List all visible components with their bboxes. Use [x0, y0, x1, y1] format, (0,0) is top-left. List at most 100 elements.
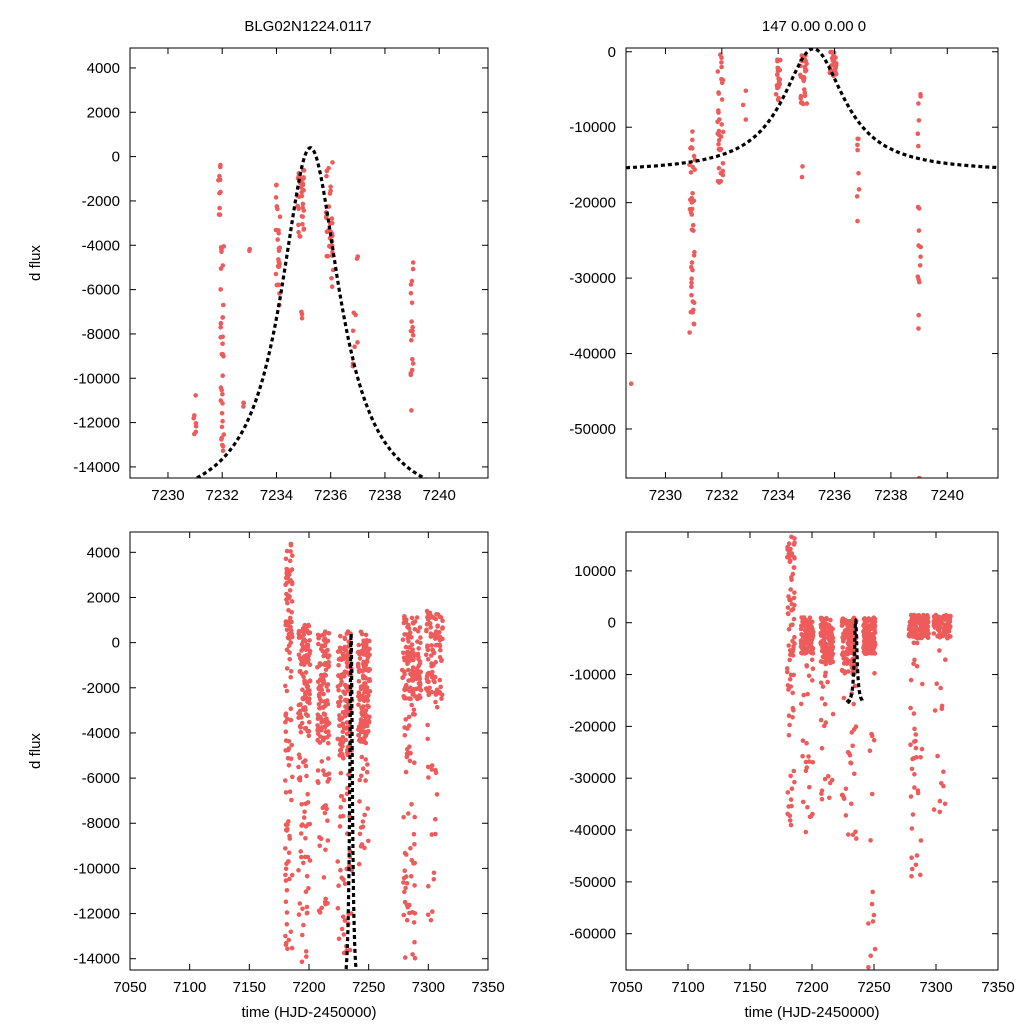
data-point: [819, 788, 825, 793]
data-point: [414, 666, 420, 671]
data-point: [948, 634, 953, 639]
data-point: [863, 622, 868, 627]
data-points: [283, 541, 445, 965]
data-point: [402, 725, 407, 730]
data-point: [865, 627, 871, 632]
data-point: [403, 717, 409, 722]
data-point: [841, 794, 846, 800]
data-point: [298, 729, 304, 735]
data-point: [786, 713, 792, 718]
data-point: [341, 756, 346, 761]
data-point: [825, 624, 831, 630]
data-point: [217, 190, 222, 196]
model-curve: [626, 48, 998, 170]
data-point: [220, 448, 226, 454]
data-point: [316, 702, 322, 707]
data-point: [912, 657, 917, 663]
x-tick-label: 7300: [919, 979, 952, 996]
data-point: [424, 628, 429, 634]
data-point: [336, 663, 341, 668]
data-point: [343, 726, 349, 731]
data-point: [275, 206, 280, 212]
data-point: [719, 64, 724, 70]
data-point: [426, 883, 431, 889]
data-point: [366, 666, 371, 672]
data-point: [326, 729, 331, 734]
data-point: [787, 648, 793, 653]
data-point: [407, 645, 412, 650]
data-point: [342, 691, 348, 696]
data-point: [283, 582, 288, 588]
data-point: [288, 717, 294, 723]
data-point: [784, 666, 790, 671]
data-point: [315, 665, 320, 670]
data-point: [287, 789, 293, 794]
data-point: [341, 877, 346, 882]
data-point: [409, 802, 414, 807]
data-point: [788, 652, 793, 657]
panel-bottom-left: 7050 7100 7150 7200 7250 7300 7350 4000 2000 0 -20…: [27, 531, 505, 1021]
data-point: [938, 621, 943, 626]
data-point: [301, 654, 307, 659]
data-point: [336, 883, 341, 888]
data-point: [335, 649, 341, 654]
data-point: [363, 778, 368, 783]
data-point: [283, 846, 288, 851]
data-point: [315, 731, 321, 737]
data-point: [866, 965, 871, 970]
data-point: [810, 678, 815, 683]
data-point: [315, 727, 320, 733]
data-point: [321, 637, 327, 643]
plot-frame: [625, 47, 999, 479]
data-point: [401, 814, 406, 820]
y-tick-label: -20000: [569, 195, 616, 212]
data-point: [306, 657, 311, 662]
data-point: [326, 756, 331, 761]
data-point: [433, 616, 439, 622]
data-point: [916, 312, 921, 318]
data-point: [283, 713, 288, 718]
data-point: [328, 184, 333, 189]
data-point: [321, 738, 326, 743]
data-point: [914, 626, 919, 632]
data-point: [403, 657, 408, 662]
data-point: [220, 263, 226, 268]
data-point: [919, 627, 925, 633]
data-point: [872, 946, 878, 952]
panel-top-left: 7230 7232 7234 7236 7238 7240 4000 2000 0 -2000 -4…: [27, 47, 489, 504]
data-point: [325, 682, 331, 687]
data-point: [363, 689, 369, 694]
data-point: [689, 227, 695, 233]
data-point: [689, 212, 695, 217]
data-point: [304, 910, 310, 916]
data-point: [867, 636, 872, 641]
data-point: [839, 668, 845, 674]
x-tick-label: 7300: [412, 979, 445, 996]
data-point: [338, 694, 343, 700]
data-point: [412, 939, 417, 945]
data-point: [303, 638, 308, 644]
data-point: [787, 818, 793, 823]
data-point: [829, 648, 834, 654]
data-point: [288, 929, 294, 935]
data-point: [284, 548, 290, 554]
data-point: [909, 625, 914, 630]
data-point: [357, 656, 363, 661]
data-point: [296, 206, 301, 211]
data-point: [341, 797, 347, 803]
data-point: [842, 620, 848, 625]
data-point: [339, 743, 345, 749]
data-point: [303, 889, 309, 894]
data-point: [909, 855, 914, 860]
x-tick-label: 7050: [113, 979, 146, 996]
data-point: [361, 644, 367, 650]
data-point: [925, 624, 931, 630]
y-tick-label: 2000: [87, 104, 120, 121]
data-point: [810, 666, 816, 671]
data-point: [357, 831, 363, 837]
model-curve: [193, 146, 428, 478]
data-point: [303, 763, 309, 769]
data-point: [365, 639, 371, 644]
data-point: [824, 648, 830, 654]
data-point: [408, 846, 413, 851]
